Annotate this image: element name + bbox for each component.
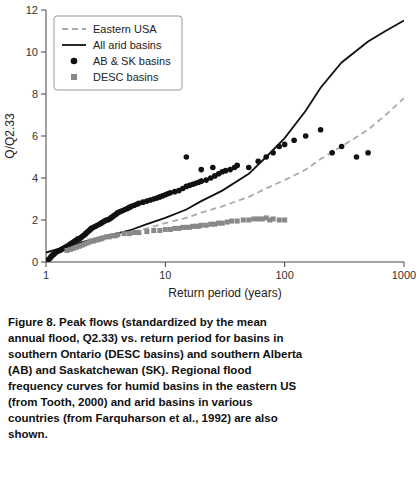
caption-line: annual flood, Q2.33) vs. return period f… <box>8 332 283 344</box>
chart: 1 10 100 1000 0 2 4 6 8 10 12 Return period (years)… <box>0 0 416 500</box>
y-tick <box>41 10 46 11</box>
point <box>318 127 324 133</box>
point <box>246 165 252 171</box>
point <box>121 231 126 236</box>
point <box>204 223 209 228</box>
x-axis-line <box>46 262 404 263</box>
caption-line: Figure 8. Peak flows (standardized by th… <box>8 316 267 328</box>
legend: Eastern USA All arid basins AB & SK basins… <box>54 16 182 90</box>
y-tick <box>41 52 46 53</box>
legend-label: AB & SK basins <box>93 55 171 67</box>
caption-line: frequency curves for humid basins in the… <box>8 380 297 392</box>
line <box>46 98 404 252</box>
point <box>282 142 288 148</box>
y-tick <box>41 178 46 179</box>
point <box>199 223 204 228</box>
y-tick <box>41 94 46 95</box>
legend-swatch <box>71 74 77 80</box>
point <box>144 229 149 234</box>
caption-line: shown. <box>8 428 48 440</box>
point <box>271 216 276 221</box>
x-tick <box>404 262 405 267</box>
line <box>46 21 404 253</box>
y-tick <box>41 136 46 137</box>
point <box>365 150 371 156</box>
point <box>198 178 204 184</box>
point <box>234 163 240 169</box>
caption-line: countries (from Farquharson et al., 1992… <box>8 412 278 424</box>
y-tick-label: 4 <box>32 172 38 184</box>
point <box>255 158 261 164</box>
point <box>270 150 276 156</box>
x-tick-label: 100 <box>275 269 293 281</box>
legend-label: DESC basins <box>93 71 159 83</box>
point <box>168 227 173 232</box>
series <box>46 127 371 262</box>
series <box>46 21 404 253</box>
point <box>132 230 137 235</box>
x-axis-label: Return period (years) <box>168 286 281 300</box>
legend-swatch <box>62 28 86 30</box>
point <box>163 227 168 232</box>
point <box>303 133 309 139</box>
legend-swatch <box>71 58 78 65</box>
point <box>246 218 251 223</box>
point <box>225 220 230 225</box>
point <box>198 167 204 173</box>
y-axis-label: Q/Q2.33 <box>3 113 17 159</box>
point <box>354 154 360 160</box>
point <box>157 228 162 233</box>
legend-label: All arid basins <box>93 39 162 51</box>
point <box>329 150 335 156</box>
legend-swatch <box>62 44 86 46</box>
point <box>184 154 190 160</box>
y-tick-label: 10 <box>26 46 38 58</box>
caption-line: southern Ontario (DESC basins) and south… <box>8 348 303 360</box>
point <box>339 144 345 150</box>
point <box>282 218 287 223</box>
axes: 1 10 100 1000 0 2 4 6 8 10 12 <box>26 4 416 281</box>
legend-label: Eastern USA <box>93 23 157 35</box>
y-tick <box>41 262 46 263</box>
x-tick <box>46 262 47 267</box>
y-tick-label: 6 <box>32 130 38 142</box>
y-tick <box>41 220 46 221</box>
point <box>151 228 156 233</box>
point <box>223 168 229 174</box>
point <box>276 144 282 150</box>
caption-line: (AB) and Saskatchewan (SK). Regional flo… <box>8 364 251 376</box>
point <box>229 219 234 224</box>
point <box>263 154 269 160</box>
point <box>251 216 256 221</box>
series <box>46 98 404 252</box>
point <box>136 230 141 235</box>
caption-line: (from Tooth, 2000) and arid basins in va… <box>8 396 253 408</box>
y-tick-label: 0 <box>32 256 38 268</box>
x-tick-label: 10 <box>159 269 171 281</box>
point <box>115 232 120 237</box>
x-tick-label: 1 <box>43 269 49 281</box>
y-tick-label: 12 <box>26 4 38 16</box>
point <box>277 218 282 223</box>
plot-area <box>46 21 404 263</box>
point <box>235 219 240 224</box>
point <box>291 137 297 143</box>
series <box>65 215 288 253</box>
point <box>220 221 225 226</box>
x-tick <box>284 262 285 267</box>
caption: Figure 8. Peak flows (standardized by th… <box>8 316 303 440</box>
point <box>241 218 246 223</box>
legend-box <box>54 16 182 90</box>
point <box>127 231 132 236</box>
y-tick-label: 2 <box>32 214 38 226</box>
x-tick <box>165 262 166 267</box>
point <box>210 165 216 171</box>
x-tick-label: 1000 <box>392 269 416 281</box>
y-tick-label: 8 <box>32 88 38 100</box>
